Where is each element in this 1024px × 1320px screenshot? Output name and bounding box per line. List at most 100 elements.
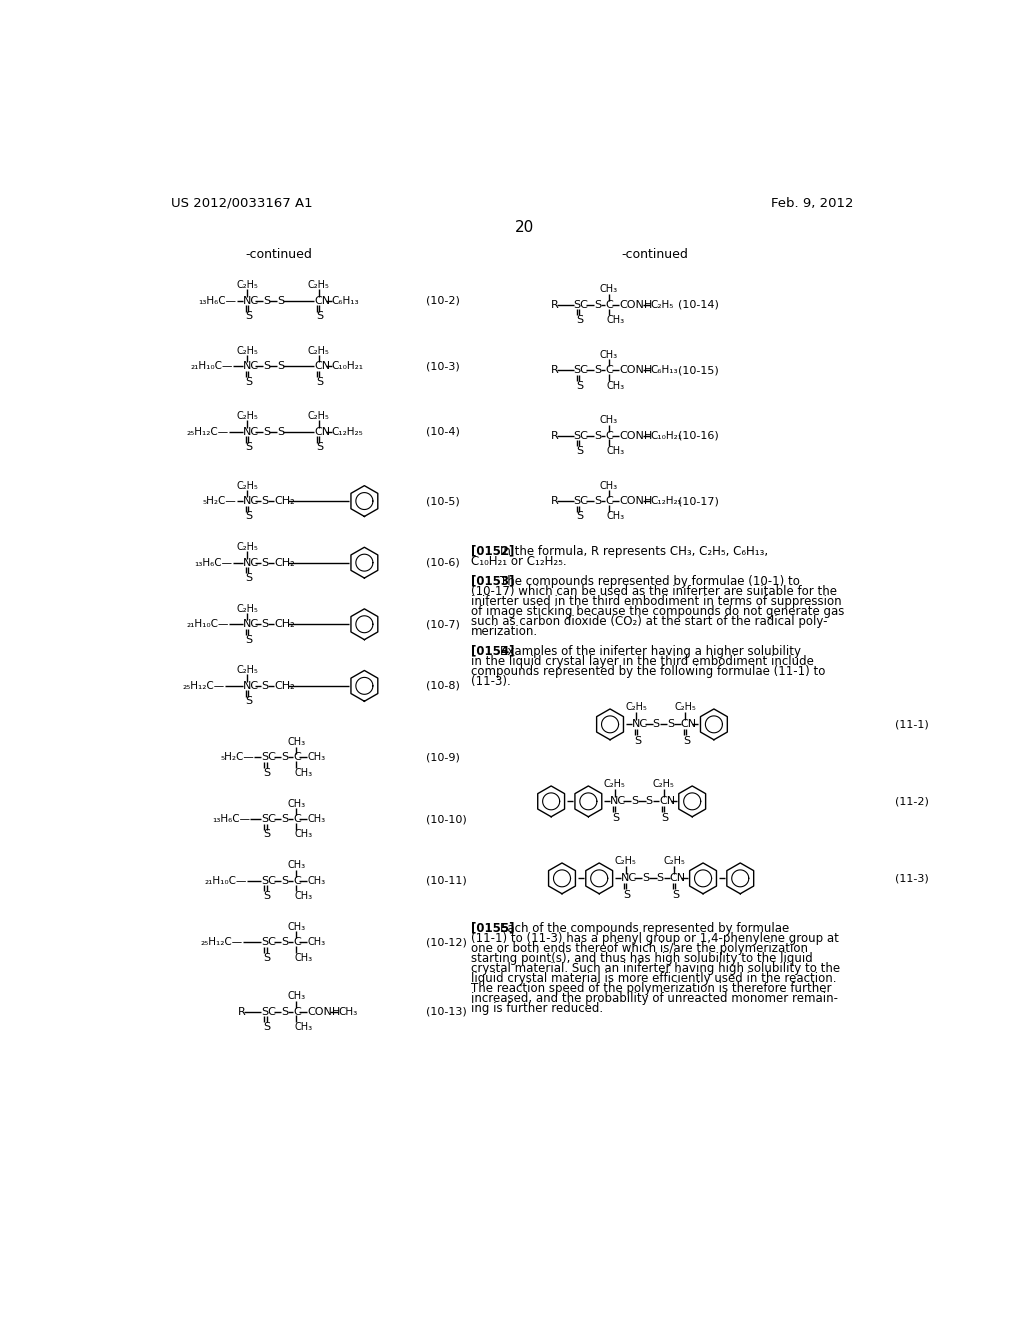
Text: S: S (672, 890, 679, 899)
Text: S: S (575, 446, 583, 455)
Text: CH₃: CH₃ (599, 350, 617, 360)
Text: (10-3): (10-3) (426, 362, 460, 371)
Text: C: C (605, 300, 613, 310)
Text: ₁₃H₆C—: ₁₃H₆C— (212, 814, 251, 824)
Text: S: S (652, 719, 659, 730)
Text: NC: NC (243, 362, 259, 371)
Text: CH₃: CH₃ (607, 380, 625, 391)
Text: (10-11): (10-11) (426, 875, 467, 886)
Text: S: S (282, 875, 289, 886)
Text: CONH: CONH (620, 300, 652, 310)
Text: CH₃: CH₃ (607, 511, 625, 521)
Text: In the formula, R represents CH₃, C₂H₅, C₆H₁₃,: In the formula, R represents CH₃, C₂H₅, … (500, 545, 768, 557)
Text: CH₃: CH₃ (287, 991, 305, 1001)
Text: -continued: -continued (622, 248, 688, 261)
Text: of image sticking because the compounds do not generate gas: of image sticking because the compounds … (471, 605, 844, 618)
Text: C₁₀H₂₁: C₁₀H₂₁ (332, 362, 364, 371)
Text: CONH: CONH (620, 430, 652, 441)
Text: S: S (668, 719, 675, 730)
Text: S: S (263, 362, 270, 371)
Text: S: S (656, 874, 664, 883)
Text: C₂H₅: C₂H₅ (237, 603, 258, 614)
Text: S: S (642, 874, 649, 883)
Text: CONH: CONH (620, 496, 652, 506)
Text: ₁₃H₆C—: ₁₃H₆C— (195, 557, 232, 568)
Text: The compounds represented by formulae (10-1) to: The compounds represented by formulae (1… (500, 574, 800, 587)
Text: (11-3).: (11-3). (471, 675, 510, 688)
Text: S: S (594, 496, 601, 506)
Text: C₂H₅: C₂H₅ (237, 412, 258, 421)
Text: C₂H₅: C₂H₅ (604, 779, 626, 789)
Text: CH₃: CH₃ (599, 416, 617, 425)
Text: S: S (276, 426, 284, 437)
Text: C₂H₅: C₂H₅ (650, 300, 674, 310)
Text: (11-1) to (11-3) has a phenyl group or 1,4-phenylene group at: (11-1) to (11-3) has a phenyl group or 1… (471, 932, 839, 945)
Text: CH₃: CH₃ (607, 315, 625, 325)
Text: SC: SC (573, 430, 589, 441)
Text: S: S (575, 380, 583, 391)
Text: (10-15): (10-15) (678, 366, 719, 375)
Text: in the liquid crystal layer in the third embodiment include: in the liquid crystal layer in the third… (471, 655, 813, 668)
Text: (10-8): (10-8) (426, 681, 460, 690)
Text: (10-14): (10-14) (678, 300, 719, 310)
Text: C: C (293, 875, 301, 886)
Text: compounds represented by the following formulae (11-1) to: compounds represented by the following f… (471, 665, 825, 677)
Text: US 2012/0033167 A1: US 2012/0033167 A1 (171, 197, 312, 210)
Text: CH₃: CH₃ (307, 752, 326, 763)
Text: CN: CN (314, 296, 330, 306)
Text: S: S (245, 312, 252, 321)
Text: S: S (575, 511, 583, 521)
Text: NC: NC (243, 681, 259, 690)
Text: S: S (263, 891, 270, 902)
Text: NC: NC (610, 796, 626, 807)
Text: SC: SC (261, 937, 276, 948)
Text: CN: CN (314, 426, 330, 437)
Text: C: C (605, 496, 613, 506)
Text: CH₃: CH₃ (287, 921, 305, 932)
Text: CH₃: CH₃ (295, 768, 312, 777)
Text: CH₃: CH₃ (607, 446, 625, 455)
Text: ₅H₂C—: ₅H₂C— (203, 496, 237, 506)
Text: CH₃: CH₃ (295, 829, 312, 840)
Text: (10-6): (10-6) (426, 557, 460, 568)
Text: CH₂: CH₂ (274, 681, 295, 690)
Text: S: S (263, 768, 270, 777)
Text: ₂₁H₁₀C—: ₂₁H₁₀C— (186, 619, 228, 630)
Text: (10-13): (10-13) (426, 1007, 467, 1016)
Text: ₂₁H₁₀C—: ₂₁H₁₀C— (190, 362, 232, 371)
Text: C: C (293, 937, 301, 948)
Text: (11-1): (11-1) (895, 719, 929, 730)
Text: [0153]: [0153] (471, 574, 514, 587)
Text: C₂H₅: C₂H₅ (614, 857, 637, 866)
Text: S: S (612, 813, 620, 822)
Text: (10-17): (10-17) (678, 496, 719, 506)
Text: The reaction speed of the polymerization is therefore further: The reaction speed of the polymerization… (471, 982, 831, 995)
Text: CN: CN (658, 796, 675, 807)
Text: S: S (263, 953, 270, 962)
Text: crystal material. Such an iniferter having high solubility to the: crystal material. Such an iniferter havi… (471, 962, 840, 975)
Text: merization.: merization. (471, 624, 538, 638)
Text: NC: NC (243, 619, 259, 630)
Text: SC: SC (261, 752, 276, 763)
Text: SC: SC (261, 875, 276, 886)
Text: C₂H₅: C₂H₅ (237, 665, 258, 676)
Text: ₅H₂C—: ₅H₂C— (220, 752, 254, 763)
Text: S: S (245, 696, 252, 706)
Text: C₂H₅: C₂H₅ (308, 412, 330, 421)
Text: CH₃: CH₃ (599, 284, 617, 294)
Text: C₂H₅: C₂H₅ (652, 779, 675, 789)
Text: S: S (624, 890, 631, 899)
Text: S: S (634, 735, 641, 746)
Text: iniferter used in the third embodiment in terms of suppression: iniferter used in the third embodiment i… (471, 594, 841, 607)
Text: S: S (261, 681, 268, 690)
Text: R: R (550, 366, 558, 375)
Text: S: S (261, 496, 268, 506)
Text: CH₃: CH₃ (287, 861, 305, 870)
Text: S: S (631, 796, 638, 807)
Text: C₁₂H₂₅: C₁₂H₂₅ (650, 496, 682, 506)
Text: ₂₅H₁₂C—: ₂₅H₁₂C— (201, 937, 243, 948)
Text: C: C (293, 814, 301, 824)
Text: S: S (276, 362, 284, 371)
Text: C₂H₅: C₂H₅ (308, 346, 330, 356)
Text: increased, and the probability of unreacted monomer remain-: increased, and the probability of unreac… (471, 991, 838, 1005)
